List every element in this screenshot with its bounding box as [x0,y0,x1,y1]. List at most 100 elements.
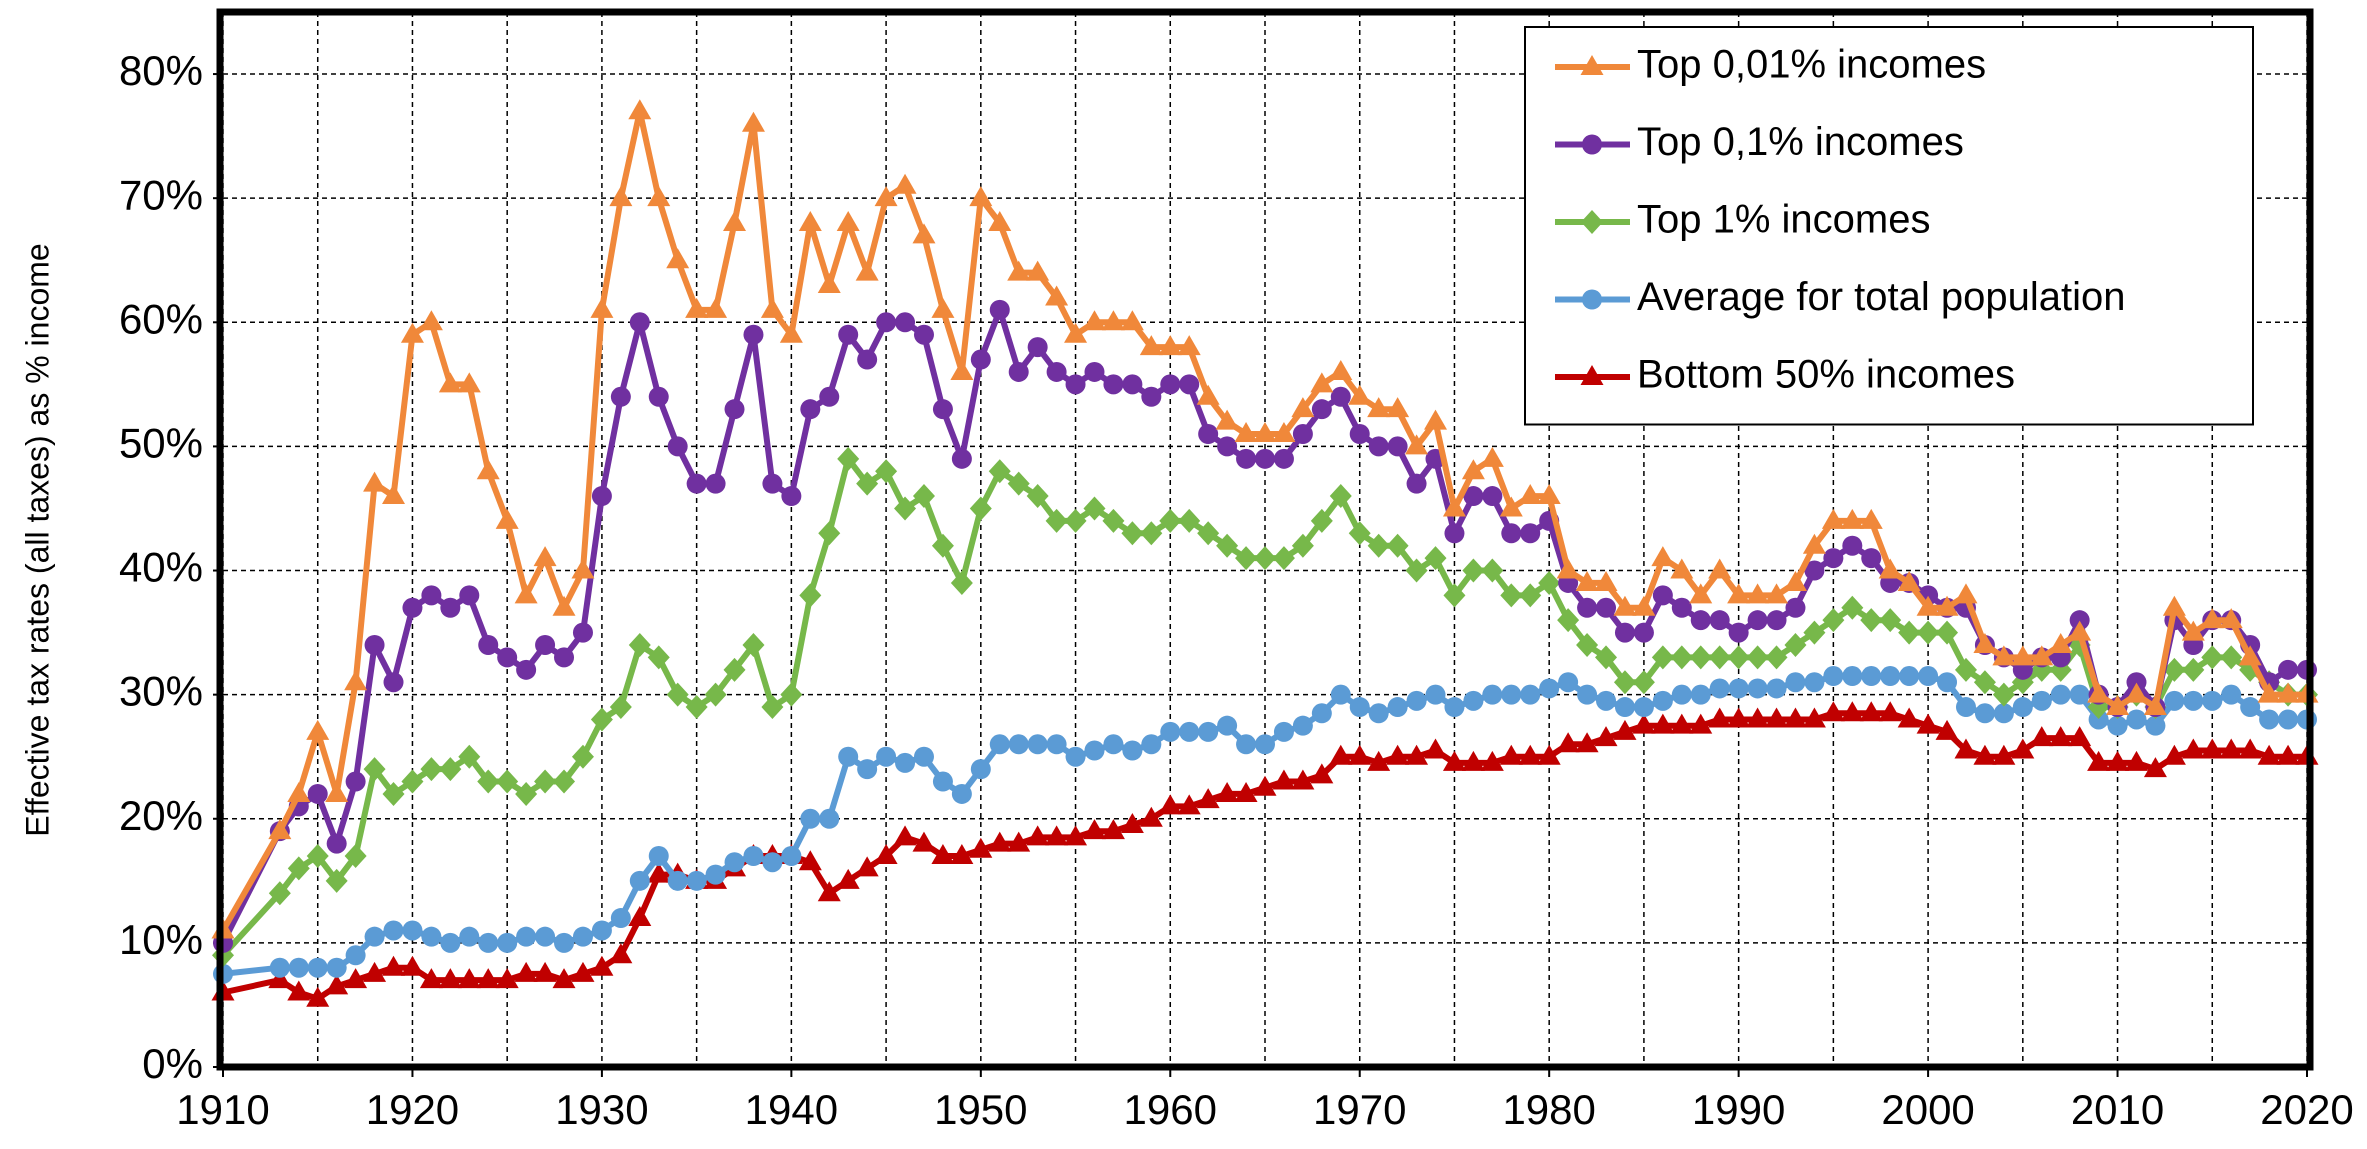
marker [836,211,860,231]
marker [287,980,311,1001]
marker [1216,533,1239,558]
marker [950,844,974,864]
marker [1954,583,1978,604]
marker [421,926,442,947]
marker [1084,740,1105,761]
marker [837,446,860,471]
marker [1861,666,1882,687]
marker [1158,335,1182,356]
marker [1065,374,1086,395]
marker [1897,707,1921,728]
legend-label: Top 0,1% incomes [1637,120,1964,164]
marker [1253,775,1277,796]
marker [969,837,993,858]
marker [1311,399,1332,420]
marker [2202,690,2223,711]
marker [761,695,784,720]
marker [1840,508,1864,529]
marker [857,349,878,370]
marker [876,312,897,333]
marker [2049,633,2073,653]
marker [1386,744,1410,765]
marker [2126,709,2147,730]
marker [1613,719,1637,740]
marker [647,862,671,883]
marker [1158,794,1182,815]
marker [495,968,519,989]
marker [1822,608,1845,633]
marker [1387,697,1408,718]
marker [1045,285,1069,306]
marker [817,881,841,902]
marker [571,744,594,769]
marker [1462,558,1485,583]
marker [2259,709,2280,730]
marker [1802,533,1826,554]
marker [2278,659,2299,680]
marker [1823,548,1844,569]
marker [1557,608,1580,633]
marker [1575,570,1599,591]
marker [1519,583,1542,608]
marker [1179,721,1200,742]
marker [1633,622,1654,643]
marker [1973,670,1996,695]
marker [1632,713,1656,734]
marker [1141,734,1162,755]
marker [970,759,991,780]
marker [2221,684,2242,705]
marker [2278,709,2299,730]
marker [609,186,633,207]
marker [912,223,936,244]
marker [969,496,992,521]
marker [931,533,954,558]
marker [2143,695,2167,716]
marker [1310,508,1333,533]
marker [344,670,368,691]
marker [1198,424,1219,444]
marker [1992,744,2016,765]
marker [1709,678,1730,699]
marker [554,932,575,953]
legend: Top 0,01% incomes Top 0,1% incomes Top 1% … [1524,26,2254,426]
marker [1160,721,1181,742]
marker [988,211,1012,231]
marker [2126,672,2147,693]
marker [1499,496,1523,517]
marker [1878,558,1902,579]
marker [2162,744,2186,765]
marker [2181,738,2205,759]
marker [1954,657,1977,682]
marker [1442,496,1466,517]
marker [363,961,387,982]
marker [552,595,576,616]
marker [1500,583,1523,608]
marker [1008,361,1029,382]
marker [667,870,688,891]
marker [988,831,1012,852]
marker [1651,713,1675,734]
marker [1577,684,1598,705]
marker [1576,633,1599,657]
marker [1103,734,1124,755]
marker [1899,666,1920,687]
marker [1159,508,1182,533]
marker [1292,424,1313,444]
marker [1670,713,1694,734]
marker [553,769,576,794]
marker [1878,701,1902,722]
marker [1651,645,1674,670]
marker [951,783,972,804]
marker [1405,744,1429,765]
marker [856,471,879,496]
legend-label: Top 0,01% incomes [1637,43,1986,87]
marker [1689,645,1712,670]
marker [514,961,538,982]
marker [705,864,726,885]
marker [345,945,366,966]
marker [2219,738,2243,759]
marker [2276,682,2300,703]
marker [1992,682,2015,707]
marker [382,781,405,806]
marker [742,633,765,657]
